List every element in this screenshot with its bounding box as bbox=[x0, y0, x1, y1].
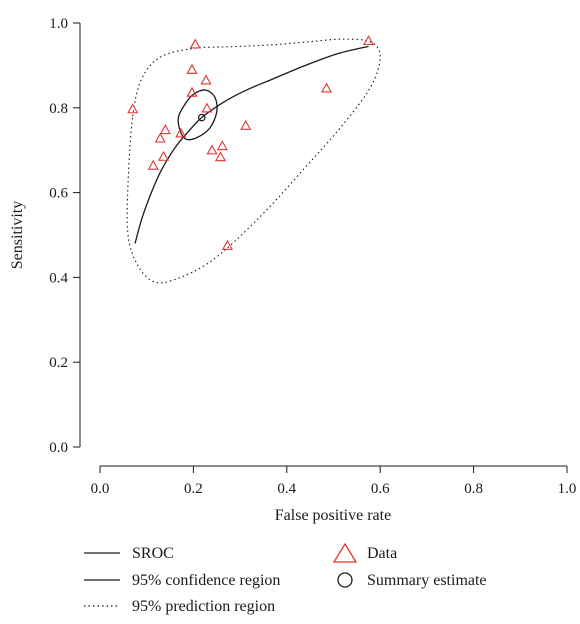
sroc-curve bbox=[134, 45, 369, 244]
data-point-triangle bbox=[221, 239, 234, 250]
x-tick-label: 0.8 bbox=[464, 481, 483, 497]
data-point-triangle bbox=[240, 119, 252, 130]
legend-data-triangle-icon bbox=[332, 542, 358, 563]
data-point-triangle bbox=[362, 35, 375, 46]
x-axis-label: False positive rate bbox=[275, 507, 391, 524]
y-tick-label: 0.2 bbox=[49, 355, 68, 371]
x-tick-label: 1.0 bbox=[558, 481, 577, 497]
y-tick-label: 1.0 bbox=[49, 16, 68, 32]
data-point-triangle bbox=[127, 103, 139, 114]
data-point-triangle bbox=[206, 144, 218, 155]
legend-sroc-label: SROC bbox=[132, 545, 174, 562]
data-point-triangle bbox=[175, 127, 187, 138]
data-point-triangle bbox=[201, 102, 213, 113]
data-point-triangle bbox=[154, 132, 166, 143]
y-ticks: 0.0 0.2 0.4 0.6 0.8 1.0 bbox=[49, 16, 80, 456]
data-point-triangle bbox=[216, 140, 228, 151]
legend-prediction-label: 95% prediction region bbox=[132, 598, 275, 615]
legend-summary-label: Summary estimate bbox=[367, 572, 487, 589]
axes bbox=[79, 23, 567, 467]
data-point-triangle bbox=[189, 38, 201, 49]
data-point-triangle bbox=[186, 63, 198, 74]
data-point-triangle bbox=[320, 82, 333, 93]
data-points bbox=[127, 35, 375, 250]
x-tick-label: 0.0 bbox=[91, 481, 110, 497]
y-axis-label: Sensitivity bbox=[9, 201, 26, 269]
confidence-region bbox=[177, 89, 218, 141]
y-tick-label: 0.4 bbox=[49, 270, 68, 286]
y-tick-label: 0.6 bbox=[49, 186, 68, 202]
x-tick-label: 0.6 bbox=[371, 481, 390, 497]
data-point-triangle bbox=[214, 151, 227, 162]
legend-summary-circle-icon bbox=[337, 572, 353, 588]
x-ticks: 0.0 0.2 0.4 0.6 0.8 1.0 bbox=[91, 466, 577, 497]
legend-confidence-label: 95% confidence region bbox=[132, 572, 280, 589]
legend-data-label: Data bbox=[367, 545, 397, 562]
data-point-triangle bbox=[200, 74, 212, 85]
legend: SROC 95% confidence region 95% predictio… bbox=[84, 542, 487, 615]
summary-estimate-marker bbox=[198, 113, 206, 122]
data-point-triangle bbox=[157, 150, 170, 161]
prediction-region bbox=[126, 38, 381, 284]
data-point-triangle bbox=[159, 124, 171, 135]
x-tick-label: 0.4 bbox=[277, 481, 296, 497]
data-point-triangle bbox=[147, 159, 159, 170]
y-tick-label: 0.0 bbox=[49, 440, 68, 456]
y-tick-label: 0.8 bbox=[49, 101, 68, 117]
data-point-triangle bbox=[186, 86, 198, 97]
x-tick-label: 0.2 bbox=[184, 481, 203, 497]
